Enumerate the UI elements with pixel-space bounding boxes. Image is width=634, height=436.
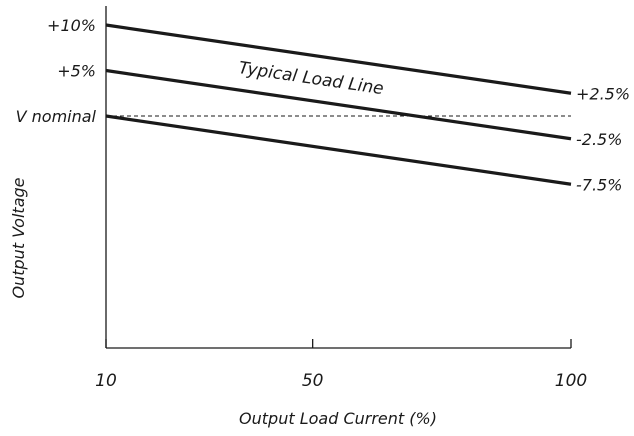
x-axis-title: Output Load Current (%) bbox=[239, 409, 437, 428]
left-label-3: V nominal bbox=[16, 107, 97, 126]
right-label-3: -7.5% bbox=[576, 175, 622, 194]
left-label-1: +10% bbox=[47, 16, 96, 35]
labels: 10 50 100+10%+5%V nominal+2.5%-2.5%-7.5%Ty… bbox=[9, 16, 630, 428]
right-label-2: -2.5% bbox=[576, 130, 622, 149]
plot-lines bbox=[105, 23, 572, 186]
load-line-series-1 bbox=[105, 23, 572, 95]
axes bbox=[105, 6, 572, 349]
right-label-1: +2.5% bbox=[576, 84, 630, 103]
y-axis-title: Output Voltage bbox=[9, 177, 28, 298]
load-line-series-2 bbox=[105, 68, 572, 141]
left-label-2: +5% bbox=[57, 62, 96, 81]
x-tick-label-10: 10 bbox=[95, 371, 117, 391]
x-tick-label-50: 50 bbox=[302, 371, 324, 391]
load-line-series-3 bbox=[105, 114, 572, 186]
x-tick-label-100: 100 bbox=[555, 371, 587, 391]
